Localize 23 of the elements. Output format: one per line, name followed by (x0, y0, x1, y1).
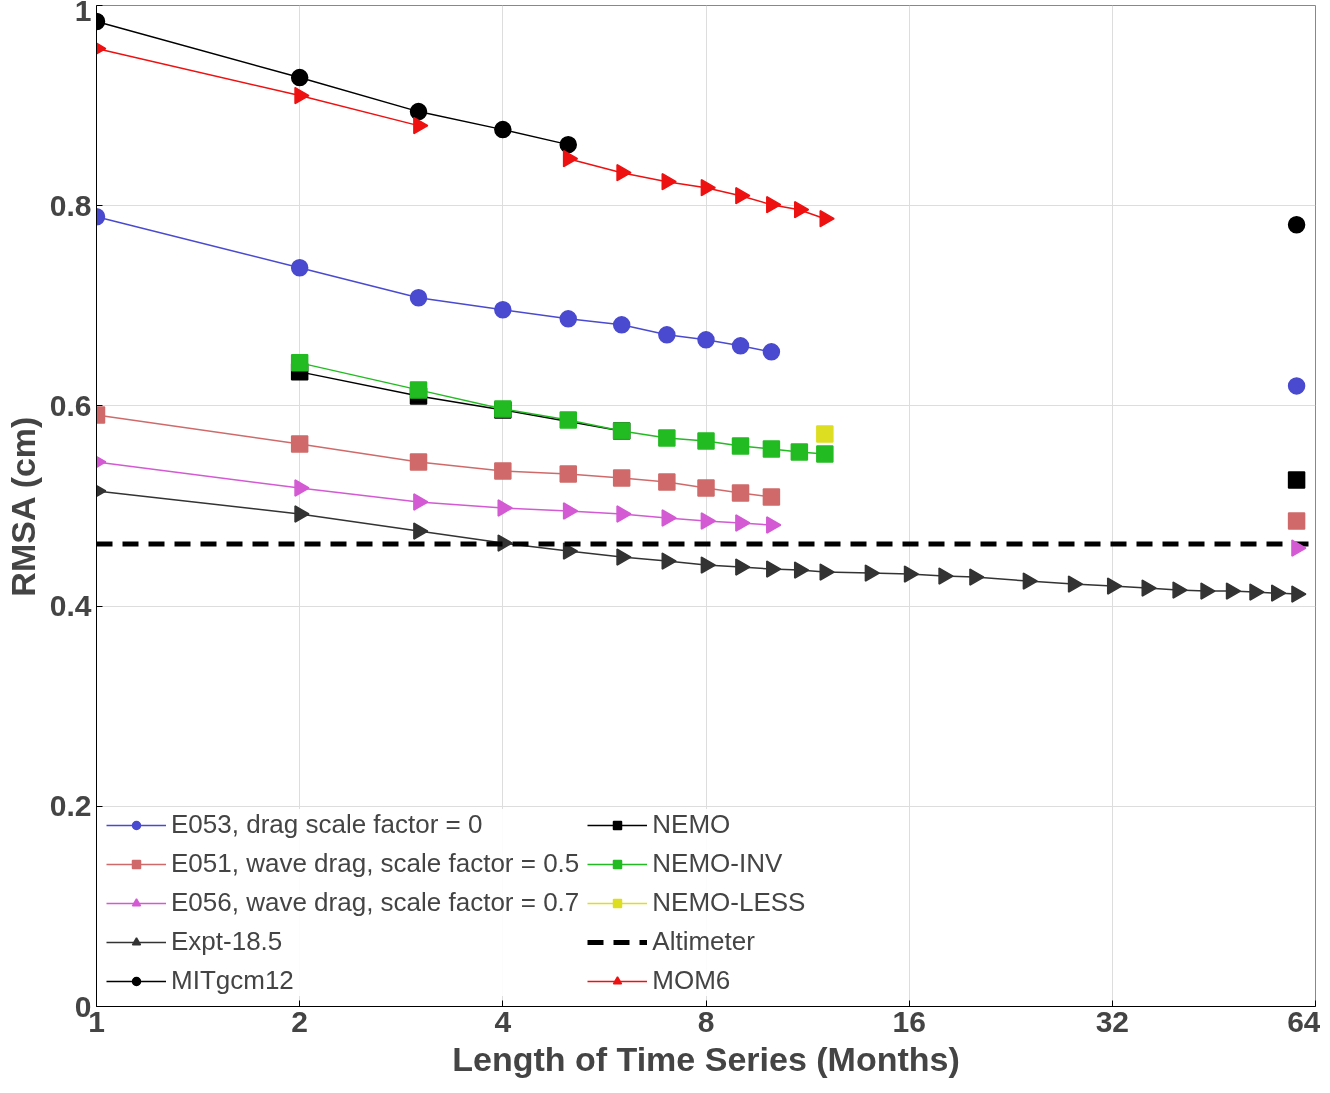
legend-label: NEMO-LESS (652, 887, 806, 918)
x-tick-label: 16 (892, 1004, 926, 1038)
legend-label: MITgcm12 (171, 965, 294, 996)
legend-label: NEMO (652, 809, 731, 840)
y-tick-label: 0.2 (49, 789, 92, 823)
y-tick-label: 0.6 (49, 388, 92, 422)
x-axis-title: Length of Time Series (Months) (452, 1039, 960, 1078)
legend-label: E056, wave drag, scale factor = 0.7 (171, 887, 580, 918)
legend-label: MOM6 (652, 965, 731, 996)
x-tick-label: 8 (697, 1004, 715, 1038)
legend-label: NEMO-INV (652, 848, 783, 879)
y-axis-title: RMSA (cm) (3, 416, 42, 597)
x-tick-label: 2 (291, 1004, 309, 1038)
y-tick-label: 0.4 (49, 589, 92, 623)
y-tick-label: 0.8 (49, 188, 92, 222)
x-tick-label: 64 (1287, 1004, 1321, 1038)
legend-label: Altimeter (652, 926, 755, 957)
legend-label: Expt-18.5 (171, 926, 283, 957)
y-tick-label: 1 (74, 0, 92, 27)
x-tick-label: 4 (494, 1004, 512, 1038)
x-tick-label: 32 (1095, 1004, 1130, 1038)
legend-label: E051, wave drag, scale factor = 0.5 (171, 848, 580, 879)
legend-label: E053, drag scale factor = 0 (171, 809, 483, 840)
